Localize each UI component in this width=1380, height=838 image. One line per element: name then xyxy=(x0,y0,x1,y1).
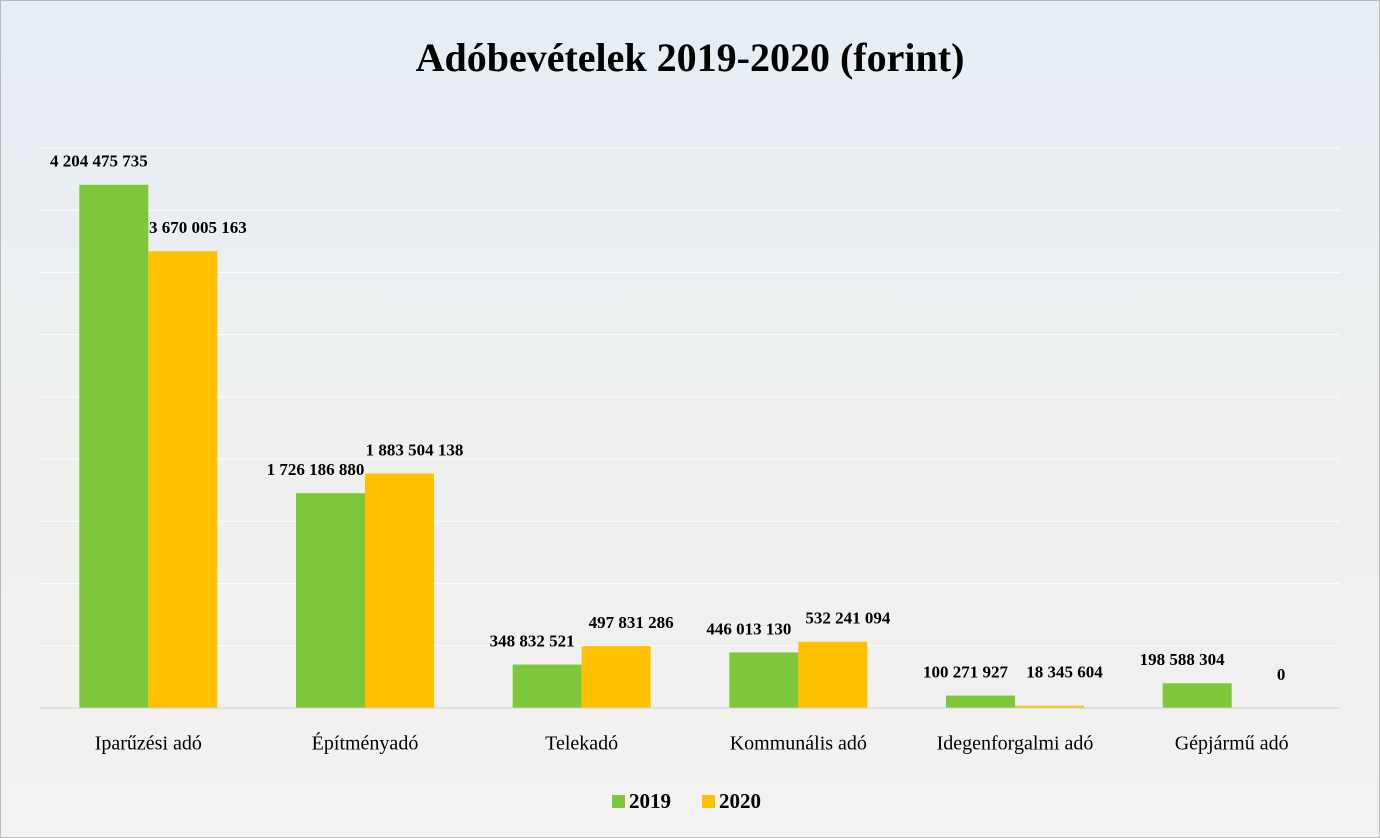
value-label: 532 241 094 xyxy=(805,609,891,628)
bar xyxy=(296,493,365,708)
value-label: 497 831 286 xyxy=(589,613,674,632)
value-label: 1 883 504 138 xyxy=(366,441,464,460)
bar xyxy=(512,664,582,708)
legend-swatch xyxy=(702,795,715,808)
bar xyxy=(798,641,868,708)
bar xyxy=(79,184,149,708)
bar xyxy=(946,695,1015,708)
value-label: 4 204 475 735 xyxy=(50,152,148,171)
x-tick-label: Építményadó xyxy=(312,732,419,755)
value-label: 100 271 927 xyxy=(923,662,1009,681)
value-label: 446 013 130 xyxy=(706,619,791,638)
bar xyxy=(148,251,218,708)
legend-swatch xyxy=(612,795,625,808)
bar xyxy=(581,646,651,708)
bar xyxy=(729,652,799,708)
value-label: 198 588 304 xyxy=(1140,650,1226,669)
legend-label: 2020 xyxy=(719,789,761,813)
x-tick-label: Kommunális adó xyxy=(730,733,867,755)
value-label: 0 xyxy=(1277,665,1286,684)
bar xyxy=(365,473,434,708)
x-tick-label: Idegenforgalmi adó xyxy=(937,733,1094,755)
x-tick-label: Telekadó xyxy=(545,733,618,755)
x-tick-label: Iparűzési adó xyxy=(95,733,202,755)
x-tick-label: Gépjármű adó xyxy=(1175,733,1289,755)
chart-title: Adóbevételek 2019-2020 (forint) xyxy=(416,35,965,80)
value-label: 348 832 521 xyxy=(490,631,575,650)
legend-label: 2019 xyxy=(629,789,671,813)
bar xyxy=(1162,683,1232,708)
value-label: 18 345 604 xyxy=(1026,663,1103,682)
bar xyxy=(1015,705,1084,708)
value-label: 1 726 186 880 xyxy=(267,460,365,479)
value-label: 3 670 005 163 xyxy=(149,218,247,237)
